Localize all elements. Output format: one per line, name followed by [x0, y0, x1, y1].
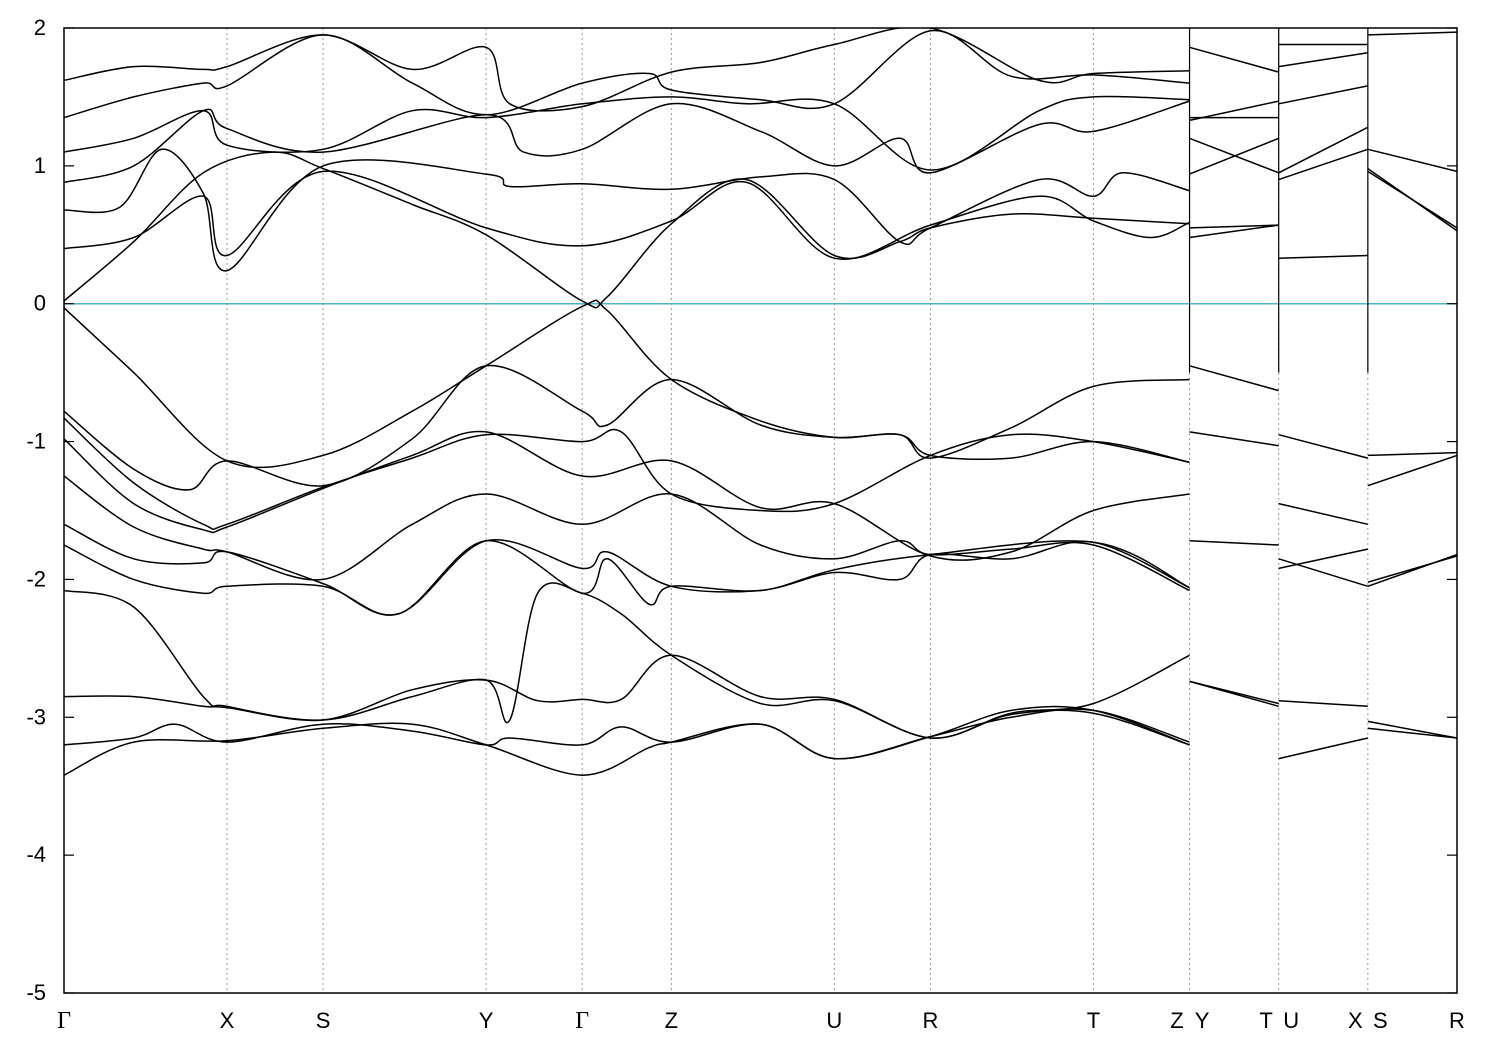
- band-line: [1278, 433, 1368, 459]
- band-line: [1278, 148, 1369, 181]
- x-tick-label: X: [1348, 1008, 1363, 1033]
- band-line: [64, 705, 1190, 760]
- x-tick-label: X: [220, 1008, 235, 1033]
- band-line: [64, 100, 1190, 184]
- band-line: [64, 654, 1190, 739]
- band-line: [1189, 680, 1279, 708]
- y-axis: 2 1 0 -1 -2 -3 -4 -5: [26, 15, 1457, 1005]
- band-line: [1367, 451, 1457, 457]
- band-line: [64, 170, 1190, 261]
- band-line: [1367, 720, 1457, 739]
- y-tick-label: 2: [34, 15, 46, 40]
- y-tick-label: -2: [26, 566, 46, 591]
- x-tick-label: Z: [1170, 1008, 1183, 1033]
- band-line: [1189, 100, 1279, 122]
- band-line: [1367, 727, 1457, 739]
- band-line: [1367, 31, 1457, 36]
- band-line: [1278, 548, 1368, 570]
- y-tick-label: -1: [26, 429, 46, 454]
- y-tick-label: 1: [34, 153, 46, 178]
- band-line: [1278, 126, 1369, 174]
- y-tick-label: -3: [26, 704, 46, 729]
- x-tick-label: U: [1283, 1008, 1299, 1033]
- x-tick-label: T: [1087, 1008, 1100, 1033]
- x-tick-label: Y: [479, 1008, 494, 1033]
- band-line: [64, 582, 1190, 746]
- band-line: [64, 708, 1190, 776]
- x-tick-label: S: [316, 1008, 331, 1033]
- band-line: [64, 28, 1190, 112]
- y-tick-label: -4: [26, 842, 46, 867]
- band-line: [1189, 365, 1279, 392]
- x-tick-label: Γ: [575, 1008, 589, 1034]
- x-tick-label: R: [1449, 1008, 1465, 1033]
- band-line: [1367, 553, 1457, 588]
- band-line: [64, 95, 1190, 171]
- band-line: [64, 29, 1190, 119]
- band-line: [1278, 52, 1368, 68]
- band-line: [64, 148, 1190, 272]
- x-tick-label: R: [923, 1008, 939, 1033]
- band-line: [64, 430, 1190, 561]
- segment-breaks: [1188, 28, 1369, 373]
- band-line: [1278, 254, 1368, 259]
- band-line: [1189, 540, 1279, 546]
- band-line: [1189, 224, 1279, 229]
- band-line: [1278, 502, 1368, 526]
- y-tick-label: -5: [26, 980, 46, 1005]
- band-lines: [64, 28, 1457, 776]
- band-line: [64, 475, 1190, 592]
- x-tick-label: T: [1259, 1008, 1272, 1033]
- band-line: [64, 523, 1190, 616]
- y-tick-label: 0: [34, 291, 46, 316]
- band-line: [1278, 85, 1368, 105]
- x-tick-label: Z: [665, 1008, 678, 1033]
- band-line: [64, 299, 1190, 469]
- band-line: [1367, 167, 1457, 232]
- band-line: [1189, 224, 1279, 239]
- band-line: [1278, 558, 1369, 588]
- band-line: [64, 417, 1190, 530]
- band-line: [1278, 699, 1368, 708]
- x-tick-label: Y: [1195, 1008, 1210, 1033]
- band-line: [1278, 737, 1368, 760]
- plot-frame: [63, 27, 1458, 994]
- x-tick-label: Γ: [57, 1008, 71, 1034]
- band-line: [64, 151, 1190, 309]
- x-tick-label: S: [1373, 1008, 1388, 1033]
- band-line: [64, 540, 1190, 616]
- band-line: [1367, 148, 1457, 173]
- band-line: [1189, 431, 1279, 447]
- band-line: [1367, 454, 1457, 487]
- band-line: [64, 364, 1190, 491]
- x-tick-label: U: [826, 1008, 842, 1033]
- band-line: [1189, 137, 1279, 174]
- band-line: [1189, 46, 1279, 73]
